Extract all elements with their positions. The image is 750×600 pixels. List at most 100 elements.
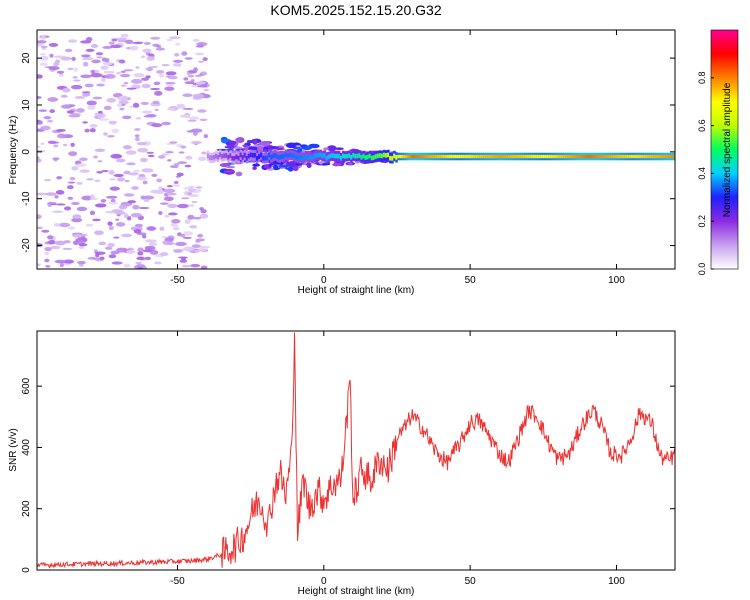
noise-speckle (44, 178, 52, 182)
noise-speckle (123, 193, 135, 197)
noise-speckle (188, 188, 197, 192)
noise-speckle (145, 67, 154, 72)
noise-speckle (110, 250, 120, 255)
noise-speckle (165, 150, 174, 154)
noise-speckle (106, 210, 114, 214)
noise-speckle (67, 226, 76, 230)
signal-band-core (639, 154, 642, 159)
noise-speckle (189, 225, 198, 229)
noise-speckle (47, 235, 54, 240)
noise-speckle (118, 100, 129, 105)
signal-band-core (616, 154, 620, 159)
signal-band-core (458, 154, 462, 159)
snr-panel: -50 0 50 100 0 200 400 600 Height of straight … (8, 330, 676, 597)
signal-band-core (487, 154, 491, 159)
noise-speckle (40, 45, 48, 49)
signal-band-core (561, 154, 564, 159)
noise-speckle (141, 83, 151, 89)
noise-speckle (56, 203, 66, 206)
signal-band-core (645, 154, 648, 159)
noise-speckle (175, 175, 182, 178)
transition-speckle (227, 143, 235, 150)
x-tick-label: 0 (321, 275, 327, 286)
signal-band-core (634, 154, 638, 159)
noise-speckle (72, 76, 78, 79)
signal-band-core (653, 154, 656, 159)
noise-speckle (201, 151, 207, 155)
signal-band-core (421, 154, 425, 159)
signal-band-core (442, 154, 445, 159)
colorbar-gradient (711, 30, 738, 269)
noise-speckle (108, 41, 115, 45)
signal-band-core (296, 155, 300, 161)
noise-speckle (95, 52, 104, 56)
signal-band-core (425, 154, 429, 159)
signal-band-core (243, 152, 247, 158)
signal-band-core (427, 154, 431, 159)
signal-band-core (399, 154, 402, 159)
noise-speckle (110, 198, 116, 203)
signal-band-core (673, 154, 675, 159)
noise-speckle (127, 200, 137, 204)
signal-band-core (464, 154, 468, 159)
signal-band-core (397, 154, 400, 159)
noise-speckle (49, 53, 54, 58)
spectrogram-frame (36, 29, 676, 270)
noise-speckle (40, 55, 49, 61)
signal-band-core (374, 154, 378, 159)
noise-speckle (168, 141, 178, 144)
signal-band-core (491, 154, 495, 159)
transition-speckle (347, 162, 353, 166)
noise-speckle (93, 155, 98, 159)
noise-speckle (136, 256, 146, 261)
noise-speckle (40, 35, 47, 40)
noise-speckle (147, 154, 155, 158)
transition-speckle (267, 144, 273, 148)
figure-title: KOM5.2025.152.15.20.G32 (270, 2, 441, 18)
signal-band-core (300, 155, 304, 161)
noise-speckle (188, 194, 200, 198)
noise-speckle (193, 67, 198, 73)
signal-band-core (393, 153, 396, 159)
signal-band-core (395, 155, 398, 160)
snr-y-ticks: 0 200 400 600 (21, 377, 675, 573)
noise-speckle (134, 85, 141, 89)
noise-speckle (164, 214, 170, 218)
signal-band-core (335, 153, 339, 159)
noise-speckle (84, 128, 90, 133)
noise-speckle (56, 176, 63, 180)
noise-speckle (164, 86, 175, 91)
noise-speckle (40, 125, 51, 131)
signal-band-core (559, 154, 562, 159)
noise-speckle (67, 67, 74, 71)
noise-speckle (131, 186, 139, 190)
noise-speckle (184, 57, 193, 60)
noise-speckle (163, 196, 174, 201)
noise-speckle (54, 195, 59, 199)
noise-speckle (71, 201, 80, 206)
noise-speckle (80, 74, 92, 79)
noise-speckle (37, 96, 42, 99)
signal-band-core (473, 154, 476, 159)
noise-speckle (103, 70, 115, 74)
noise-speckle (62, 87, 71, 93)
noise-speckle (197, 85, 208, 88)
snr-y-axis-label: SNR (v/v) (8, 428, 19, 471)
colorbar-tick-label: 0.0 (697, 263, 707, 276)
noise-speckle (107, 221, 113, 226)
signal-band-core (303, 155, 306, 161)
noise-speckle (116, 247, 128, 253)
noise-speckle (96, 83, 105, 87)
noise-speckle (174, 224, 179, 229)
signal-band-core (493, 154, 497, 159)
signal-band-core (354, 153, 357, 159)
signal-band-core (565, 154, 568, 159)
noise-speckle (200, 71, 207, 76)
signal-band-core (223, 153, 226, 158)
transition-speckle (273, 164, 279, 171)
noise-speckle (143, 198, 150, 203)
noise-speckle (140, 102, 150, 105)
noise-speckle (94, 148, 106, 153)
noise-speckle (126, 87, 137, 90)
noise-speckle (73, 67, 79, 72)
